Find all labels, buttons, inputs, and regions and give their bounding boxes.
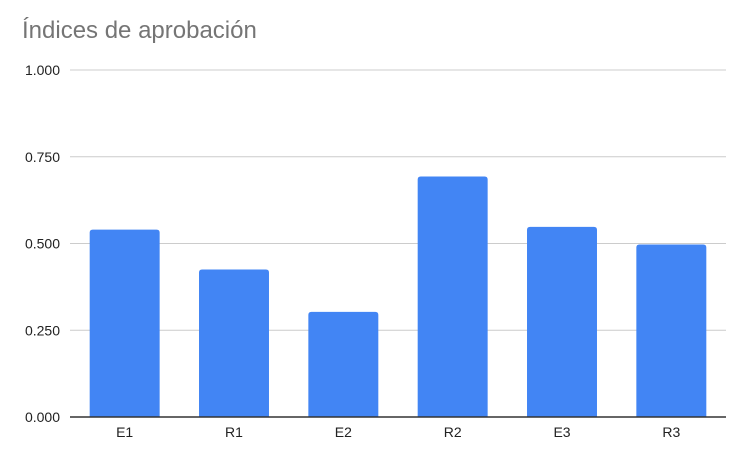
bar-e2 bbox=[308, 311, 379, 417]
y-tick-label: 1.000 bbox=[25, 62, 60, 78]
bar-r1 bbox=[199, 269, 269, 417]
x-tick-label: E3 bbox=[553, 424, 570, 440]
bar-e3 bbox=[527, 226, 597, 417]
y-tick-label: 0.500 bbox=[25, 236, 60, 252]
bars bbox=[89, 176, 707, 417]
x-tick-label: R2 bbox=[444, 424, 462, 440]
x-tick-label: R1 bbox=[225, 424, 243, 440]
chart-title: Índices de aprobación bbox=[22, 17, 257, 44]
x-tick-label: E2 bbox=[335, 424, 352, 440]
y-axis-ticks: 0.000 0.250 0.500 0.750 1.000 bbox=[25, 62, 60, 425]
y-tick-label: 0.750 bbox=[25, 149, 60, 165]
grid-lines bbox=[70, 69, 726, 331]
x-tick-label: R3 bbox=[662, 424, 680, 440]
x-tick-label: E1 bbox=[116, 424, 133, 440]
x-axis-labels: E1 R1 E2 R2 E3 R3 bbox=[116, 424, 680, 440]
y-tick-label: 0.250 bbox=[25, 322, 60, 338]
bar-e1 bbox=[89, 229, 160, 417]
bar-r2 bbox=[417, 176, 488, 417]
bar-r3 bbox=[636, 244, 707, 417]
y-tick-label: 0.000 bbox=[25, 409, 60, 425]
